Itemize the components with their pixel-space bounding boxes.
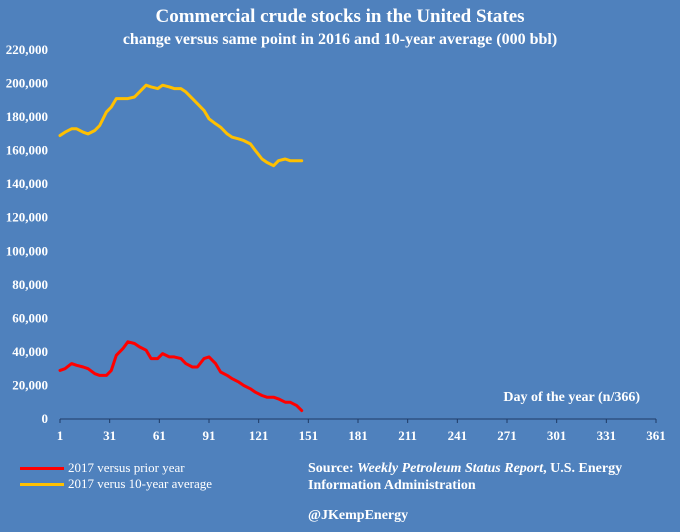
x-tick-label: 301 xyxy=(547,428,567,443)
x-axis-ticks xyxy=(59,419,657,423)
y-tick-label: 140,000 xyxy=(6,176,48,191)
legend-swatch-red xyxy=(20,466,64,470)
legend-label: 2017 verus 10-year average xyxy=(68,476,213,491)
y-tick-label: 220,000 xyxy=(6,42,48,57)
legend: 2017 versus prior year 2017 verus 10-yea… xyxy=(20,460,212,492)
y-tick-label: 60,000 xyxy=(12,310,48,325)
x-tick-label: 61 xyxy=(153,428,166,443)
source-suffix: , U.S. Energy Information Administration xyxy=(308,461,623,493)
y-tick-label: 120,000 xyxy=(6,210,48,225)
legend-item: 2017 verus 10-year average xyxy=(20,476,212,492)
source-note: Source: Weekly Petroleum Status Report, … xyxy=(308,460,668,494)
series-line-versus-prior-year xyxy=(58,340,304,413)
x-tick-label: 241 xyxy=(448,428,468,443)
legend-label: 2017 versus prior year xyxy=(68,460,185,475)
x-tick-label: 211 xyxy=(398,428,417,443)
x-tick-label: 331 xyxy=(597,428,617,443)
x-tick-label: 361 xyxy=(646,428,666,443)
x-tick-label: 151 xyxy=(299,428,319,443)
chart-subtitle: change versus same point in 2016 and 10-… xyxy=(122,31,558,48)
legend-swatch-yellow xyxy=(20,482,64,486)
y-tick-label: 200,000 xyxy=(6,76,48,91)
source-prefix: Source: xyxy=(308,461,354,476)
x-axis-label: Day of the year (n/366) xyxy=(503,390,640,405)
x-axis: 1 31 61 91 121 151 181 211 241 271 301 331 361 xyxy=(57,428,666,443)
series-line-versus-10-year-average xyxy=(58,83,304,168)
y-tick-label: 160,000 xyxy=(6,143,48,158)
x-tick-label: 1 xyxy=(57,428,64,443)
legend-item: 2017 versus prior year xyxy=(20,460,212,476)
author-handle: @JKempEnergy xyxy=(308,508,409,523)
x-tick-label: 91 xyxy=(203,428,216,443)
y-axis: 0 20,000 40,000 60,000 80,000 100,000 120,000 1… xyxy=(6,42,48,426)
y-tick-label: 180,000 xyxy=(6,109,48,124)
series-lines xyxy=(58,83,304,413)
x-tick-label: 121 xyxy=(249,428,269,443)
chart-title: Commercial crude stocks in the United St… xyxy=(155,6,525,27)
source-publication: Weekly Petroleum Status Report xyxy=(357,461,544,476)
y-tick-label: 100,000 xyxy=(6,243,48,258)
x-tick-label: 271 xyxy=(497,428,517,443)
x-tick-label: 31 xyxy=(103,428,116,443)
x-tick-label: 181 xyxy=(348,428,368,443)
y-tick-label: 20,000 xyxy=(12,377,48,392)
y-tick-label: 80,000 xyxy=(12,277,48,292)
y-tick-label: 40,000 xyxy=(12,344,48,359)
y-tick-label: 0 xyxy=(42,411,49,426)
